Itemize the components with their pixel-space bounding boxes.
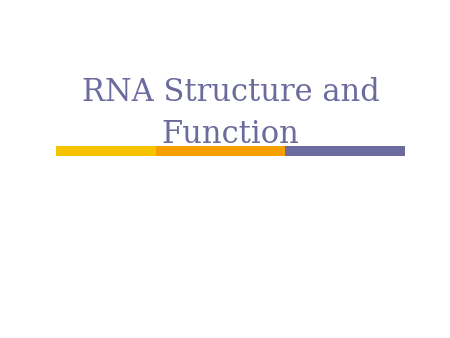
Text: RNA Structure and: RNA Structure and bbox=[82, 77, 379, 108]
Bar bbox=[156, 146, 285, 156]
Bar bbox=[285, 146, 405, 156]
Text: Function: Function bbox=[162, 119, 300, 150]
Bar bbox=[56, 146, 156, 156]
